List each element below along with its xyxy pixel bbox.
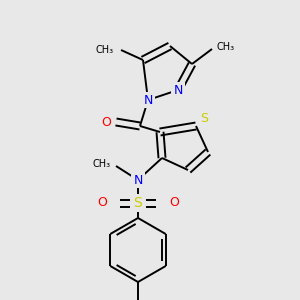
Text: CH₃: CH₃: [96, 45, 114, 55]
Text: CH₃: CH₃: [93, 159, 111, 169]
Text: N: N: [143, 94, 153, 106]
Text: N: N: [173, 83, 183, 97]
Text: CH₃: CH₃: [217, 42, 235, 52]
Text: O: O: [97, 196, 107, 209]
Text: S: S: [200, 112, 208, 124]
Text: O: O: [101, 116, 111, 128]
Text: N: N: [133, 173, 143, 187]
Text: O: O: [169, 196, 179, 209]
Text: S: S: [134, 196, 142, 210]
